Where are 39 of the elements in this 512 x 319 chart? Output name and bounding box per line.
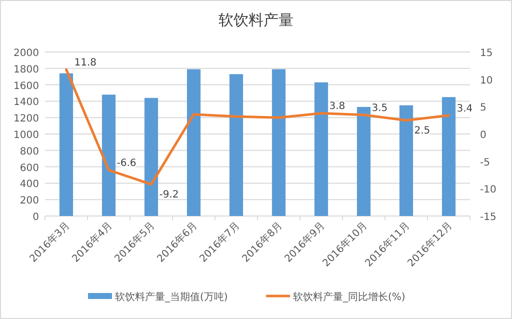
data-label: 3.8 — [329, 101, 346, 112]
y2-tick-label: 10 — [480, 75, 493, 86]
bar — [442, 97, 456, 216]
y-tick-label: 800 — [20, 146, 39, 158]
data-label: 2.5 — [414, 125, 430, 136]
y-tick-label: 0 — [32, 212, 39, 223]
bar — [186, 69, 201, 216]
data-label: 11.8 — [74, 57, 97, 68]
chart-title: 软饮料产量 — [218, 11, 294, 29]
data-label: 3.5 — [372, 102, 388, 114]
y-tick-label: 1400 — [14, 97, 39, 108]
legend-label: 软饮料产量_同比增长(%) — [293, 291, 406, 303]
y-tick-label: 1800 — [14, 64, 39, 76]
data-label: -9.2 — [159, 189, 179, 200]
data-label: 3.4 — [456, 103, 473, 114]
y2-tick-label: 5 — [480, 102, 486, 114]
bar — [314, 82, 328, 216]
bar — [356, 106, 371, 216]
line-series — [65, 68, 450, 186]
y-tick-label: 1000 — [14, 130, 39, 141]
bar — [144, 98, 158, 216]
y-tick-label: 2000 — [14, 48, 39, 59]
y2-tick-label: -15 — [480, 212, 496, 223]
y2-tick-label: 0 — [480, 130, 486, 141]
y-tick-label: 200 — [20, 196, 39, 207]
y-tick-label: 600 — [20, 162, 39, 174]
bar — [102, 94, 116, 216]
bar — [272, 69, 286, 216]
y-tick-label: 1600 — [14, 80, 39, 92]
bar — [399, 105, 414, 216]
y2-tick-label: 15 — [480, 48, 493, 59]
bar — [59, 73, 74, 216]
y2-tick-label: -10 — [480, 184, 496, 196]
y-tick-label: 1200 — [14, 114, 39, 125]
legend-label: 软饮料产量_当期值(万吨) — [115, 291, 228, 303]
data-label: -6.6 — [116, 158, 136, 170]
y-tick-label: 400 — [20, 179, 39, 190]
y2-tick-label: -5 — [480, 157, 490, 168]
bar — [229, 74, 244, 216]
